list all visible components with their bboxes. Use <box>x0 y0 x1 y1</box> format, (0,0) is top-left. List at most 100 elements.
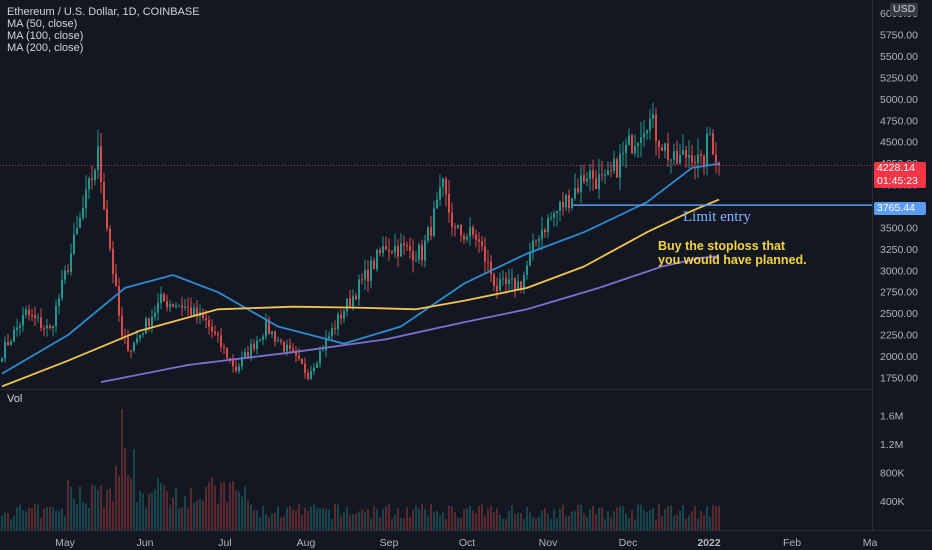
currency-badge[interactable]: USD <box>890 3 919 16</box>
candle-body <box>127 337 129 351</box>
indicator-ma200-label[interactable]: MA (200, close) <box>7 42 84 54</box>
volume-bar <box>118 476 120 530</box>
volume-bar <box>25 511 27 530</box>
candle-body <box>211 326 213 332</box>
volume-bar <box>316 507 318 530</box>
time-tick-label: Ma <box>863 537 878 549</box>
candle-body <box>298 355 300 359</box>
candle-body <box>418 244 420 260</box>
candle-body <box>52 326 54 329</box>
volume-bar <box>178 508 180 530</box>
volume-bar <box>13 515 15 530</box>
candle-body <box>16 327 18 330</box>
candle-body <box>679 154 681 164</box>
candle-countdown: 01:45:23 <box>877 175 918 187</box>
candle-body <box>121 315 123 337</box>
volume-bar <box>451 506 453 530</box>
volume-bar <box>295 510 297 530</box>
candle-body <box>280 340 282 343</box>
volume-bar <box>157 477 159 530</box>
candle-body <box>208 320 210 327</box>
last-price-badge: 4228.14 01:45:23 <box>874 162 926 188</box>
volume-bar <box>229 482 231 530</box>
volume-bar <box>331 518 333 530</box>
volume-bar <box>214 485 216 530</box>
candle-body <box>79 217 81 229</box>
volume-bar <box>631 510 633 530</box>
limit-price-badge: 3765.44 <box>874 202 926 215</box>
limit-entry-label[interactable]: Limit entry <box>683 209 751 225</box>
volume-bar <box>457 517 459 530</box>
candle-body <box>508 279 510 285</box>
volume-bar <box>538 516 540 530</box>
volume-bar <box>508 510 510 530</box>
volume-bar <box>28 508 30 530</box>
volume-bar <box>406 507 408 530</box>
volume-bar <box>31 507 33 530</box>
candle-body <box>655 114 657 141</box>
candle-body <box>112 248 114 274</box>
volume-bar <box>61 508 63 530</box>
indicator-ma50-label[interactable]: MA (50, close) <box>7 18 78 30</box>
stoploss-note[interactable]: Buy the stoploss that you would have pla… <box>658 239 807 267</box>
volume-bar <box>340 516 342 530</box>
candle-body <box>223 347 225 349</box>
candle-body <box>502 278 504 280</box>
volume-bar <box>658 503 660 530</box>
volume-bar <box>448 505 450 530</box>
volume-bar <box>574 511 576 530</box>
volume-bar <box>670 505 672 530</box>
candle-body <box>49 325 51 329</box>
volume-bar <box>106 490 108 530</box>
volume-bar <box>76 504 78 530</box>
candle-body <box>250 343 252 357</box>
volume-bar <box>421 503 423 530</box>
candle-body <box>403 243 405 246</box>
candle-body <box>424 240 426 261</box>
volume-bar <box>274 513 276 530</box>
volume-label[interactable]: Vol <box>7 393 23 405</box>
volume-bar <box>181 507 183 530</box>
time-tick-label: Jun <box>137 537 154 549</box>
volume-bar <box>550 519 552 530</box>
volume-bar <box>82 501 84 530</box>
volume-bar <box>64 516 66 530</box>
volume-bar <box>130 478 132 530</box>
candle-body <box>559 201 561 212</box>
volume-bar <box>34 503 36 530</box>
candle-body <box>346 298 348 312</box>
volume-tick-label: 400K <box>880 496 905 508</box>
candle-body <box>313 367 315 372</box>
volume-bar <box>376 508 378 530</box>
candle-body <box>19 325 21 328</box>
volume-bar <box>196 500 198 530</box>
volume-bar <box>250 504 252 530</box>
candle-body <box>295 352 297 356</box>
volume-bar <box>223 482 225 530</box>
candle-body <box>166 301 168 308</box>
volume-bar <box>172 497 174 530</box>
price-tick-label: 2500.00 <box>880 308 918 320</box>
candle-body <box>55 305 57 327</box>
volume-bar <box>244 486 246 530</box>
candle-body <box>487 261 489 263</box>
candle-body <box>253 343 255 350</box>
indicator-ma100-label[interactable]: MA (100, close) <box>7 30 84 42</box>
time-tick-label: Aug <box>297 537 316 549</box>
volume-bar <box>706 506 708 530</box>
candle-body <box>562 201 564 208</box>
volume-bar <box>358 511 360 530</box>
volume-bar <box>577 504 579 530</box>
candle-body <box>433 208 435 236</box>
candle-body <box>343 311 345 319</box>
price-tick-label: 3000.00 <box>880 265 918 277</box>
volume-bar <box>520 513 522 530</box>
volume-bar <box>604 519 606 530</box>
candle-body <box>175 305 177 307</box>
volume-bar <box>10 519 12 530</box>
volume-bar <box>73 498 75 530</box>
volume-bar <box>628 518 630 530</box>
candle-body <box>463 235 465 240</box>
candle-body <box>490 261 492 275</box>
